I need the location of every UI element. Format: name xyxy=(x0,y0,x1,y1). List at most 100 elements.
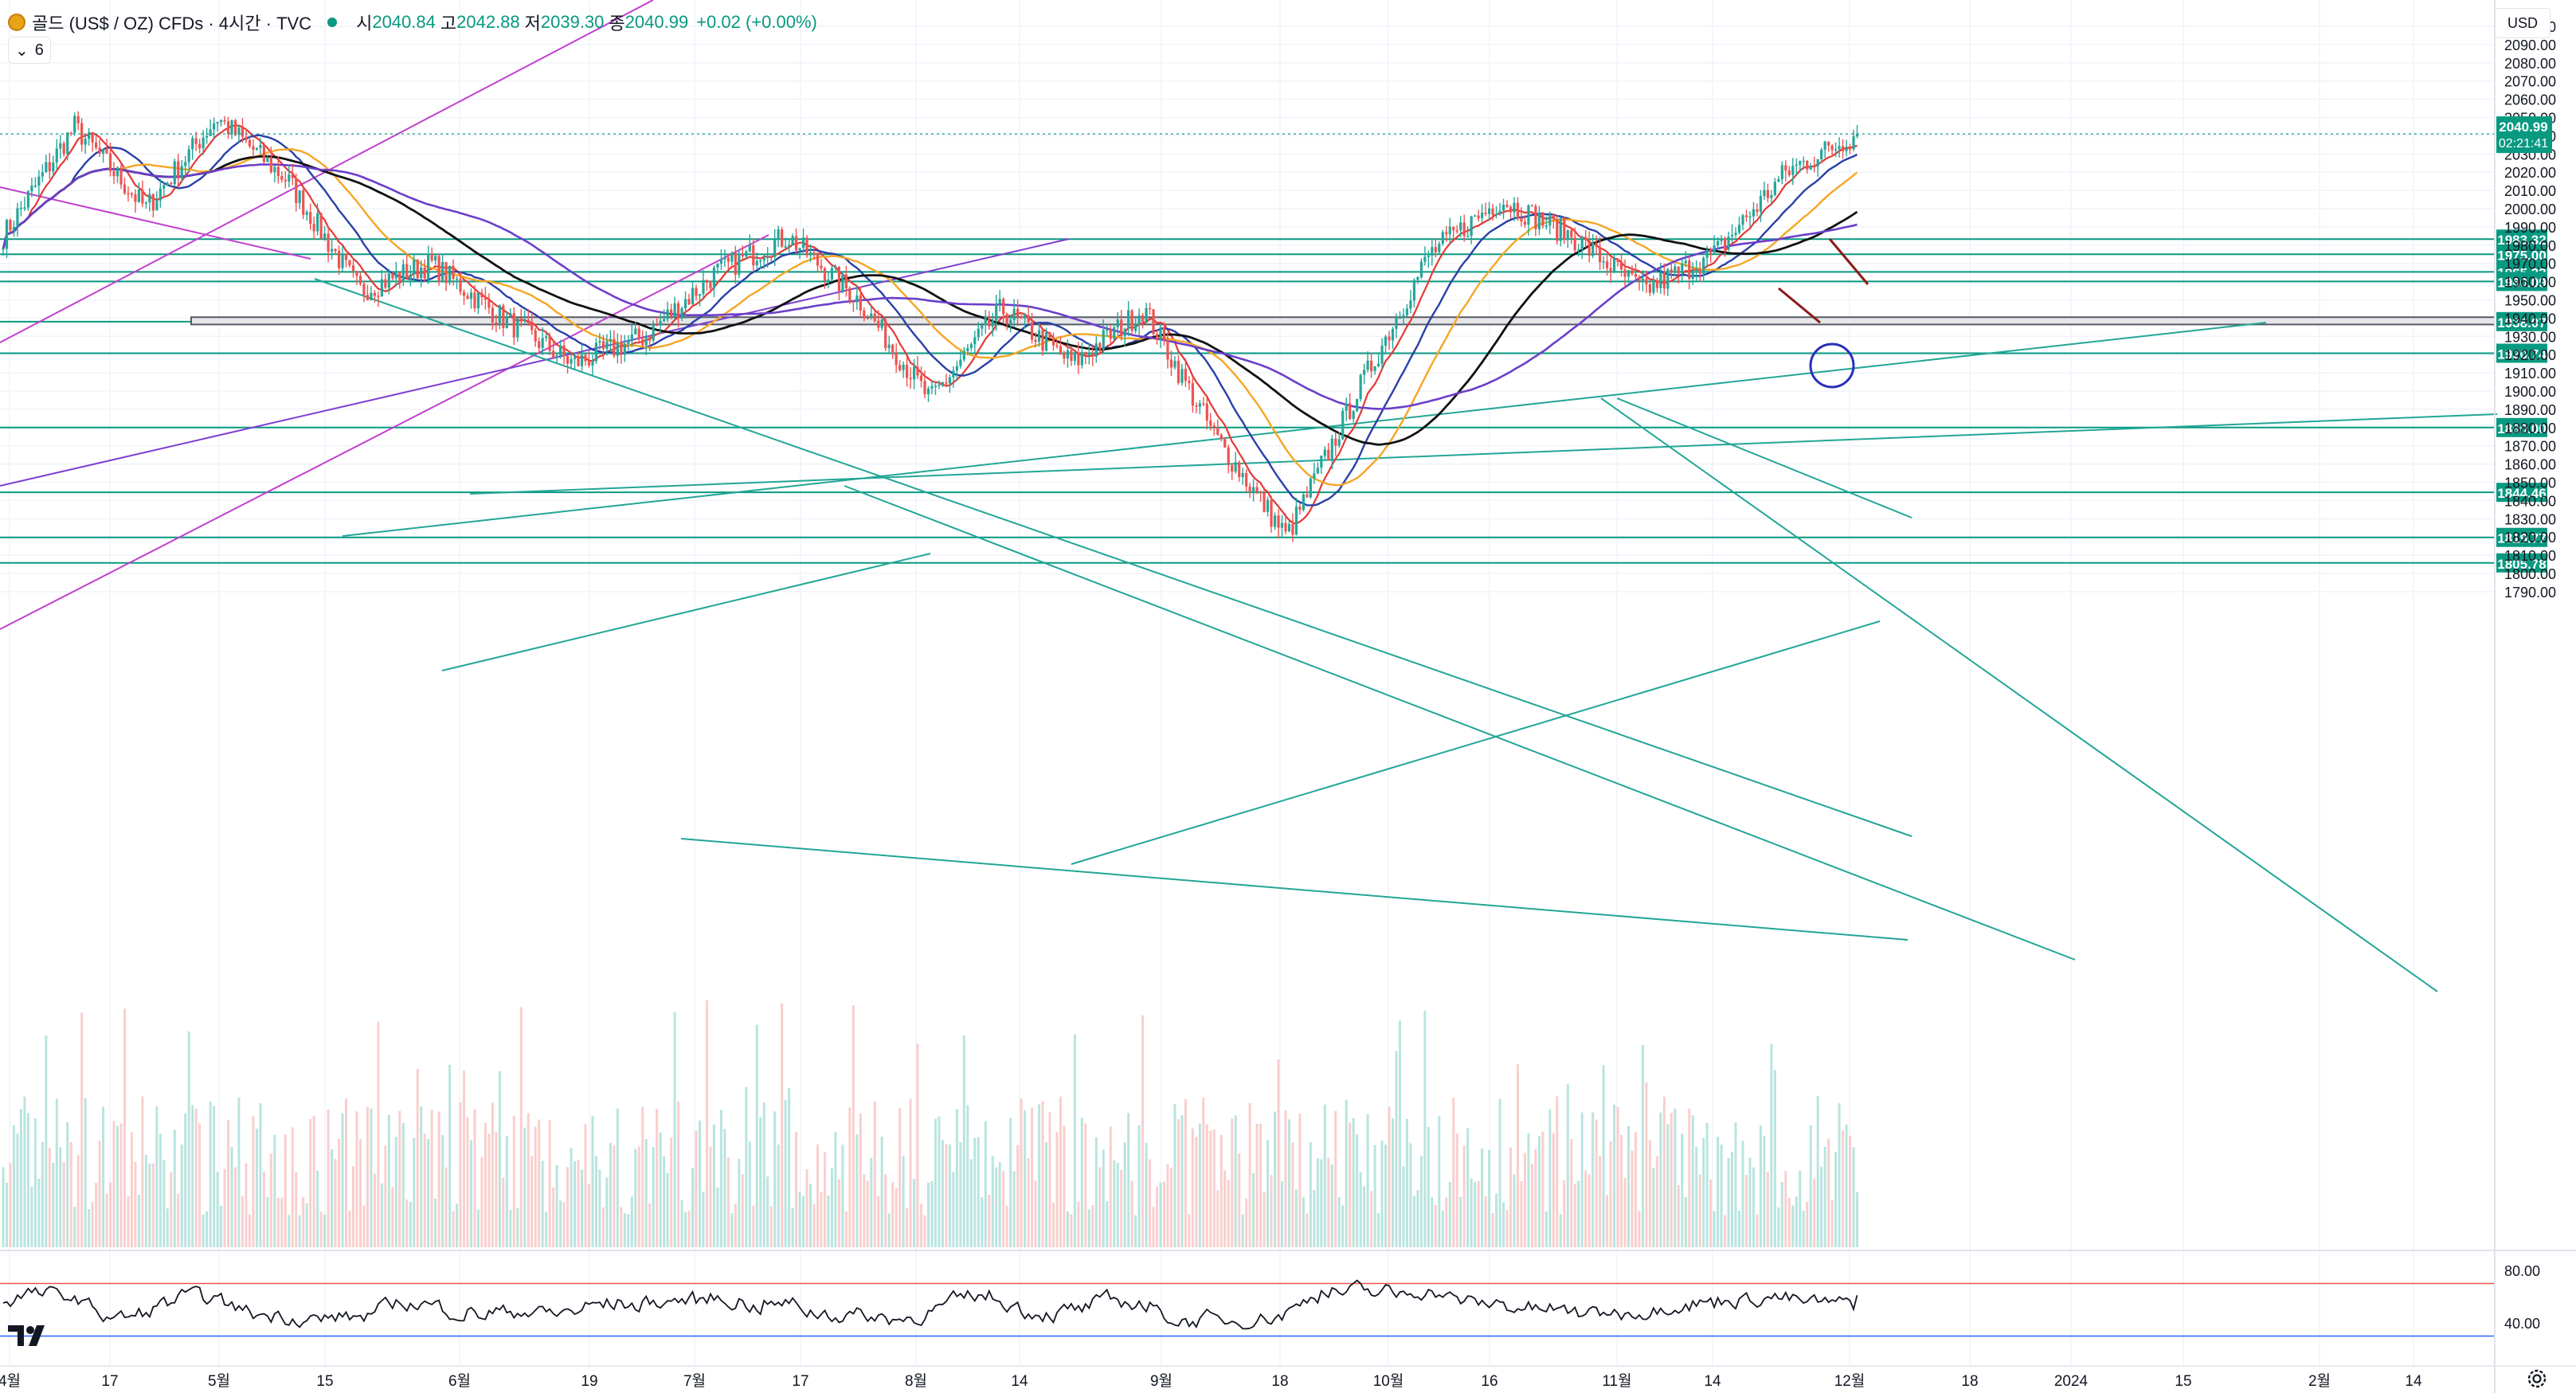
volume-bar xyxy=(1388,1106,1391,1247)
volume-bar xyxy=(545,1211,548,1247)
volume-bar xyxy=(702,1191,705,1247)
candle-body xyxy=(916,366,919,376)
volume-bar xyxy=(148,1163,151,1247)
volume-bar xyxy=(1731,1152,1734,1247)
volume-bar xyxy=(255,1129,258,1247)
candle-body xyxy=(1191,383,1194,406)
volume-bar xyxy=(194,1108,198,1247)
candle-body xyxy=(759,260,762,262)
volume-bar xyxy=(1599,1156,1602,1247)
candle-body xyxy=(444,261,448,284)
volume-bar xyxy=(930,1181,934,1247)
volume-bar xyxy=(1662,1096,1666,1247)
volume-bar xyxy=(423,1133,426,1247)
candle-body xyxy=(1162,327,1166,340)
candle-body xyxy=(1434,247,1437,252)
volume-bar xyxy=(1852,1147,1855,1247)
gear-icon[interactable] xyxy=(2525,1367,2549,1391)
candle-body xyxy=(1252,487,1255,493)
candle-body xyxy=(644,336,648,346)
level-label-bg xyxy=(2496,311,2547,331)
volume-bar xyxy=(262,1172,265,1247)
candle-body xyxy=(627,341,630,345)
volume-bar xyxy=(766,1176,769,1247)
candle-body xyxy=(33,186,37,187)
volume-bar xyxy=(1063,1125,1066,1247)
volume-bar xyxy=(1219,1135,1223,1247)
candle-body xyxy=(966,347,969,351)
candle-body xyxy=(1337,439,1341,446)
volume-bar xyxy=(699,1120,701,1247)
volume-bar xyxy=(323,1215,327,1247)
volume-bar xyxy=(916,1043,919,1247)
price-tick-label: 1920.00 xyxy=(2504,347,2556,363)
volume-bar xyxy=(259,1102,262,1247)
ma-orange-line xyxy=(2,147,1858,487)
candle-body xyxy=(527,319,530,323)
volume-bar xyxy=(123,1008,126,1247)
candle-body xyxy=(683,299,687,309)
candle-body xyxy=(1770,194,1773,198)
currency-button[interactable]: USD xyxy=(2495,8,2551,38)
volume-bar xyxy=(284,1134,287,1247)
volume-bar xyxy=(969,1159,973,1247)
volume-bar xyxy=(1349,1122,1352,1247)
volume-bar xyxy=(1591,1112,1595,1247)
candle-body xyxy=(1748,216,1752,218)
candle-body xyxy=(1234,462,1237,472)
candle-body xyxy=(316,213,319,232)
candle-body xyxy=(98,147,101,154)
symbol-title[interactable]: 골드 (US$ / OZ) CFDs · 4시간 · TVC xyxy=(32,14,312,33)
volume-bar xyxy=(273,1134,276,1247)
candle-body xyxy=(1852,136,1855,150)
volume-bar xyxy=(927,1183,930,1247)
candle-body xyxy=(909,378,912,380)
candle-body xyxy=(1427,255,1430,257)
volume-bar xyxy=(1402,1166,1405,1247)
candle-body xyxy=(284,179,287,182)
candle-body xyxy=(341,253,344,268)
candle-body xyxy=(45,162,48,173)
candle-body xyxy=(223,119,226,122)
candle-body xyxy=(144,202,147,204)
volume-bar xyxy=(941,1140,944,1247)
volume-bar xyxy=(102,1106,105,1247)
volume-bar xyxy=(305,1203,308,1247)
candle-body xyxy=(1595,243,1598,247)
level-label-bg xyxy=(2496,527,2547,547)
price-tick-label: 2080.00 xyxy=(2504,56,2556,72)
candle-body xyxy=(923,381,926,395)
candle-body xyxy=(148,194,151,203)
volume-bar xyxy=(1830,1199,1834,1247)
volume-bar xyxy=(1691,1115,1694,1247)
candle-body xyxy=(1773,182,1776,195)
volume-bar xyxy=(1145,1142,1148,1247)
candle-body xyxy=(834,267,837,268)
candle-body xyxy=(391,273,394,279)
candle-body xyxy=(1141,315,1145,323)
volume-bar xyxy=(1784,1170,1787,1247)
volume-bar xyxy=(1291,1142,1294,1247)
price-tick-label: 1990.00 xyxy=(2504,220,2556,236)
symbol-legend[interactable]: 골드 (US$ / OZ) CFDs · 4시간 · TVC 시 2040.84 … xyxy=(8,6,817,38)
candle-body xyxy=(880,319,883,328)
candle-body xyxy=(1681,263,1684,274)
level-label: 1960.09 xyxy=(2497,275,2546,290)
candle-body xyxy=(1395,318,1398,329)
volume-bar xyxy=(1431,1197,1434,1247)
candle-body xyxy=(52,162,55,172)
volume-bar xyxy=(1570,1138,1573,1247)
volume-bar xyxy=(1159,1182,1162,1247)
candle-body xyxy=(666,309,669,319)
tradingview-logo-icon[interactable] xyxy=(6,1322,48,1349)
candle-body xyxy=(1691,272,1694,280)
volume-bar xyxy=(387,1114,390,1247)
indicators-toggle-button[interactable]: ⌄ 6 xyxy=(8,37,51,64)
candle-body xyxy=(1080,351,1083,366)
candle-body xyxy=(1477,215,1480,219)
volume-bar xyxy=(1098,1167,1102,1247)
candle-body xyxy=(676,303,680,319)
candle-body xyxy=(162,185,166,189)
candle-body xyxy=(1363,370,1366,375)
